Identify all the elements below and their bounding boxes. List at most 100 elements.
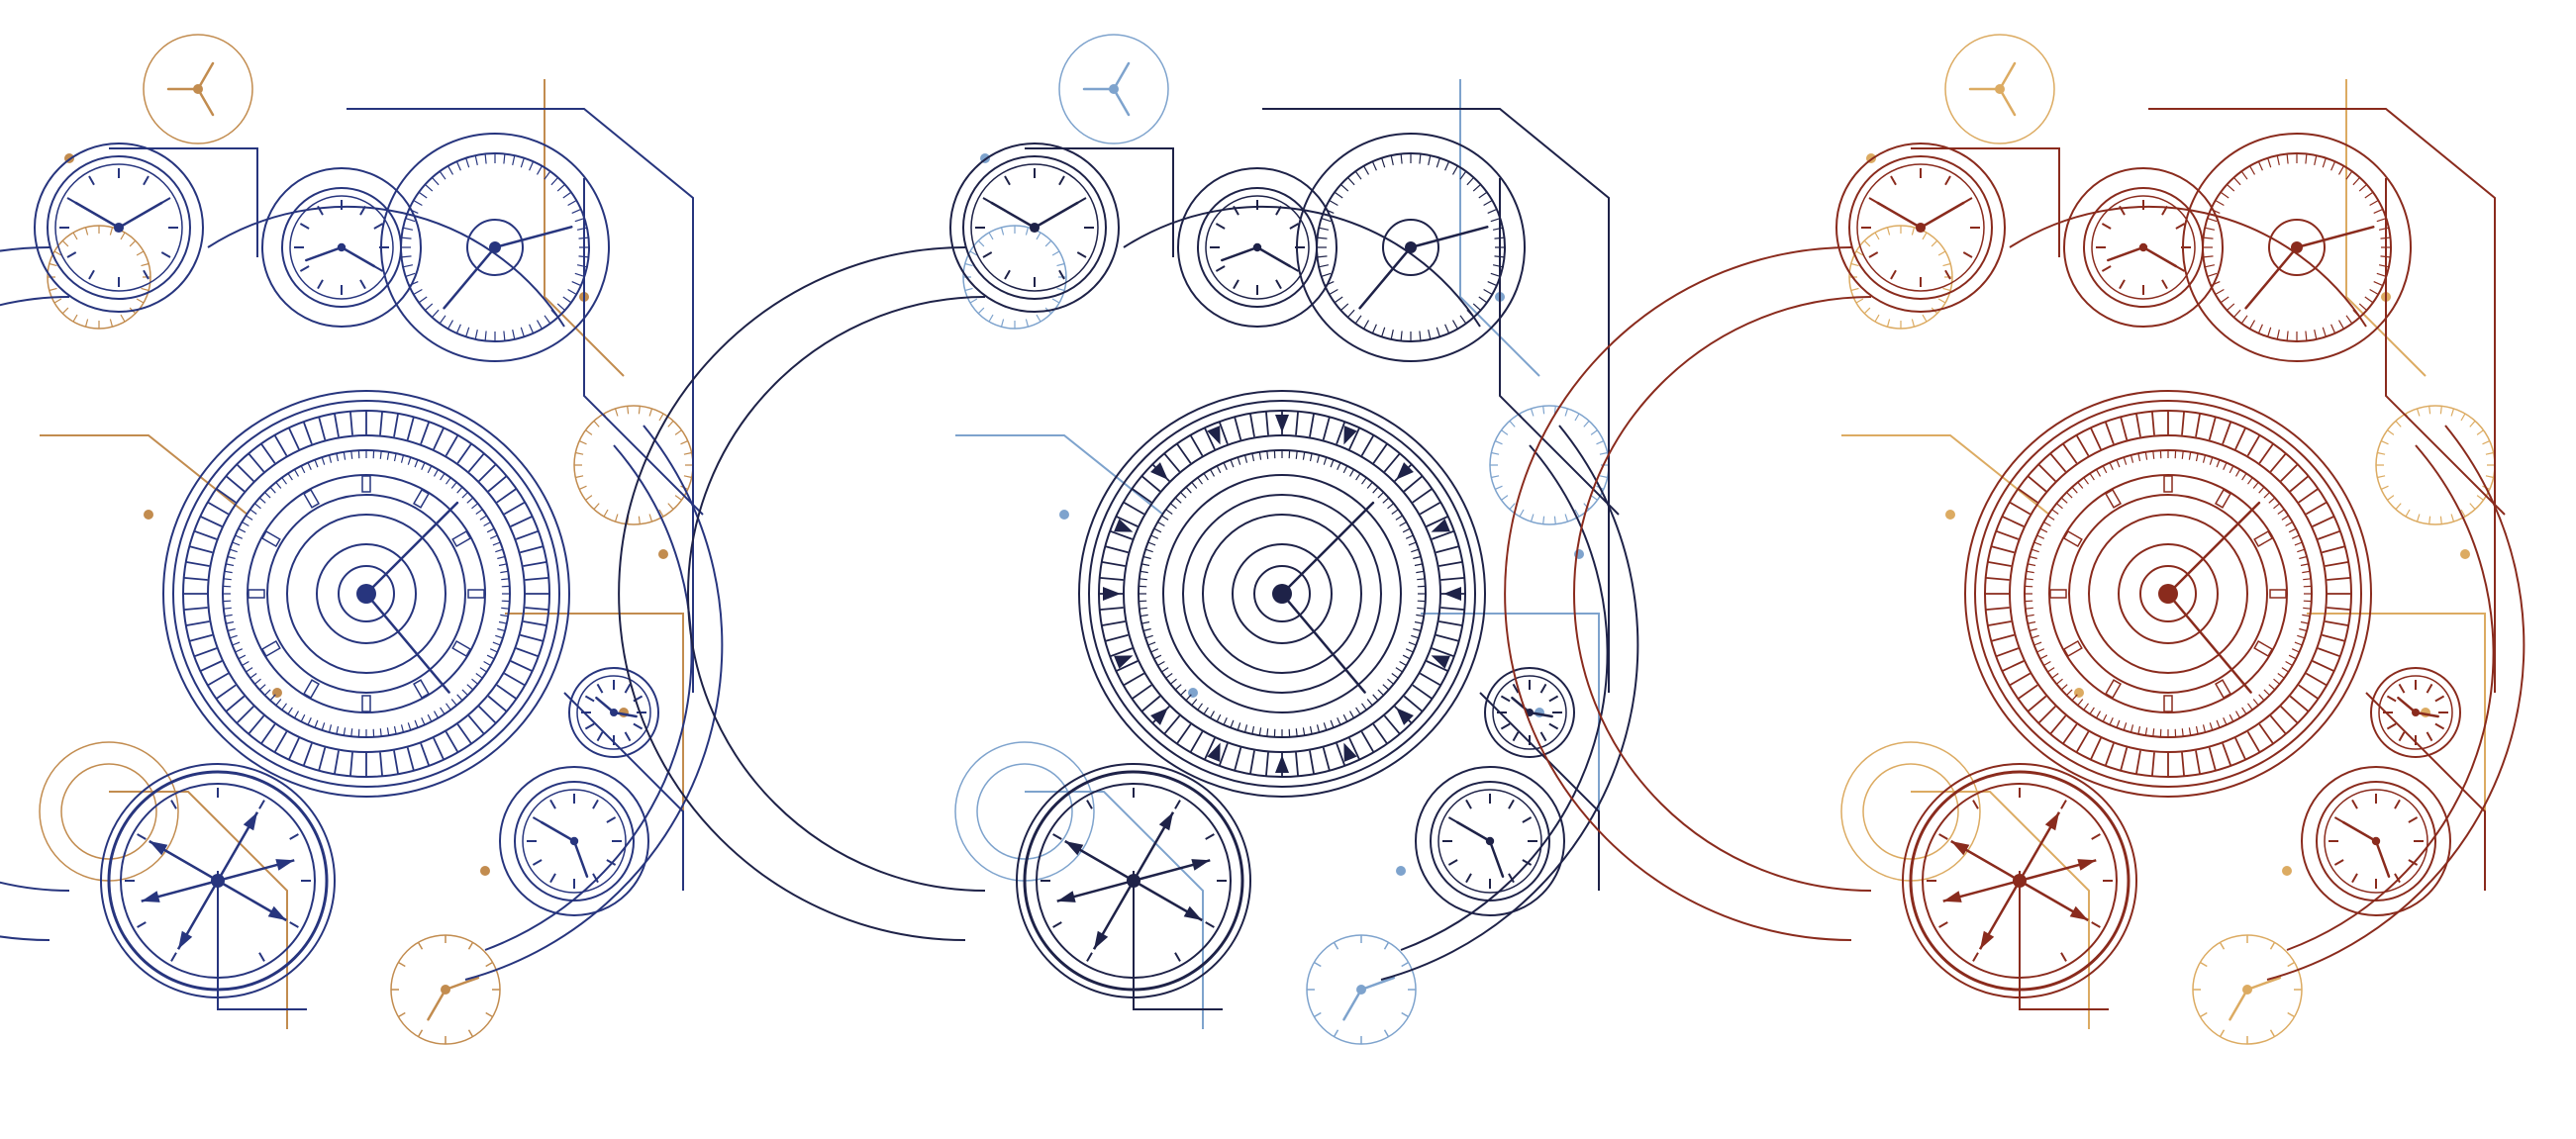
ring [1430,781,1550,902]
needle-head [275,859,295,871]
tick-marks [1210,200,1305,295]
clock-hand [1358,245,1413,310]
hour-block [451,640,472,657]
clock-hand [1280,501,1375,596]
hour-block [467,589,485,599]
clock-hand [1342,988,1363,1021]
circuit-line [217,871,307,1010]
dot [113,222,125,234]
ring [1492,675,1567,750]
ring [286,514,446,674]
dot [1127,874,1140,888]
needle-head [267,905,287,920]
ring [2324,789,2428,894]
dot [1405,241,1417,253]
circuit-line [109,147,258,257]
clock-hand [1455,820,1492,843]
hour-block [260,640,281,657]
triangle-marker [1431,519,1450,532]
circuit-line [563,692,684,891]
tick-marks [1040,788,1227,974]
ring [1162,474,1402,713]
ring [2268,219,2326,276]
tick-marks [223,450,510,737]
clock-hand [493,226,573,249]
dot [211,874,225,888]
circuit-line [955,434,1164,516]
circuit-line [347,108,694,693]
dot [1485,836,1495,846]
ring [1253,565,1311,622]
circuit-line [1479,692,1600,891]
hour-block [413,679,430,700]
dot [1915,222,1927,234]
tick-marks [1497,680,1562,745]
circuit-line [1025,147,1174,257]
circuit-line [1499,178,1620,516]
ring [1856,163,1985,292]
tick-marks [1442,794,1537,889]
triangle-marker [1207,742,1221,762]
needle-head [1094,930,1109,950]
ring [1909,770,2130,992]
tick-marks [574,406,693,524]
needle-head [1980,930,1995,950]
dot [1109,84,1119,94]
needle-head [2069,905,2089,920]
clock-hand [340,245,376,268]
dot [1059,510,1069,520]
dot [569,836,579,846]
needle-head [1942,891,1962,902]
ring [2118,543,2219,644]
ring [1202,514,1362,674]
ring [380,133,610,362]
ring [1177,167,1338,328]
hour-block [2253,530,2274,547]
triangle-marker [1207,426,1221,445]
ring [949,142,1120,313]
tick-marks [975,168,1094,287]
hour-block [248,589,265,599]
clock-hand [572,839,589,878]
tick-marks [2376,406,2495,524]
tick-marks [401,153,589,341]
ring [514,781,635,902]
hour-block [2269,589,2287,599]
ring [2009,434,2328,753]
circuit-line [2019,871,2109,1010]
ring [1232,543,1333,644]
ring [2139,565,2197,622]
needle-head [1056,891,1076,902]
ring [1862,763,1959,860]
circuit-line [1262,108,1610,693]
triangle-marker [1343,742,1357,762]
dot [1356,985,1366,995]
hour-block [2215,679,2231,700]
ring [1484,667,1575,758]
dot [356,584,376,604]
ring [1036,783,1232,979]
circuit-line [464,425,724,981]
ring [1382,219,1439,276]
dot [2158,584,2178,604]
needle-head [1950,841,1970,856]
ring [1835,142,2006,313]
ring [207,434,526,753]
clock-hand [2244,245,2299,310]
tick-marks [2383,680,2448,745]
ring [1088,400,1476,788]
clock-hand [364,501,459,596]
ring [1944,34,2055,144]
circuit-line [1459,79,1540,377]
triangle-marker [1150,708,1168,725]
ring [568,667,659,758]
dot [2138,242,2148,252]
ring [2063,167,2224,328]
ring [316,543,417,644]
dot [2371,836,2381,846]
triangle-marker [1443,587,1461,601]
circuit-line [1421,613,1600,811]
clock-hand [2141,245,2178,268]
dot [144,510,153,520]
